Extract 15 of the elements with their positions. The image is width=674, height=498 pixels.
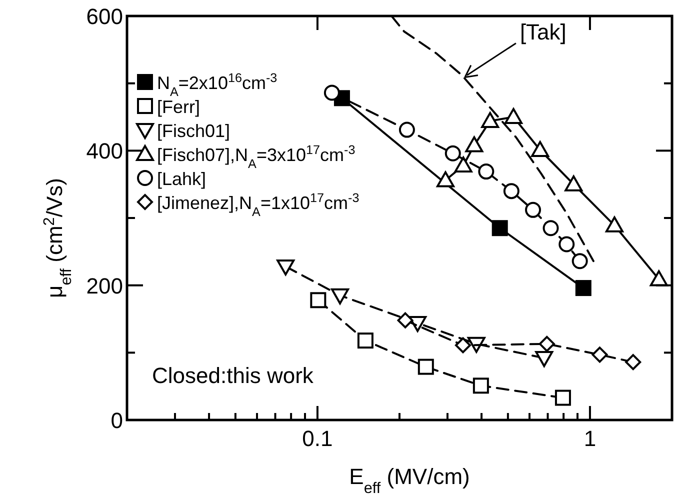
legend-label: [Jimenez],N$_{A}$=1x10$^{17}$cm$^{-3}$ xyxy=(157,191,360,219)
y-tick-label: 0 xyxy=(110,408,123,433)
legend-label: [Fisch01] xyxy=(157,121,230,141)
x-axis-title: E$_{eff}$ (MV/cm) xyxy=(349,464,470,496)
text: [Tak] xyxy=(520,19,566,44)
annotation: Closed:this work xyxy=(152,363,314,388)
legend-label: [Ferr] xyxy=(157,97,200,117)
x-tick-label: 1 xyxy=(584,426,596,451)
x-tick-label: 0.1 xyxy=(302,426,333,451)
legend-label: [Lahk] xyxy=(157,169,206,189)
legend-label: [Fisch07],N$_{A}$=3x10$^{17}$cm$^{-3}$ xyxy=(157,143,356,171)
y-tick-label: 200 xyxy=(86,273,123,298)
y-tick-label: 400 xyxy=(86,138,123,164)
legend-label: N$_{A}$=2x10$^{16}$cm$^{-3}$ xyxy=(157,71,278,99)
y-tick-label: 600 xyxy=(86,4,123,29)
